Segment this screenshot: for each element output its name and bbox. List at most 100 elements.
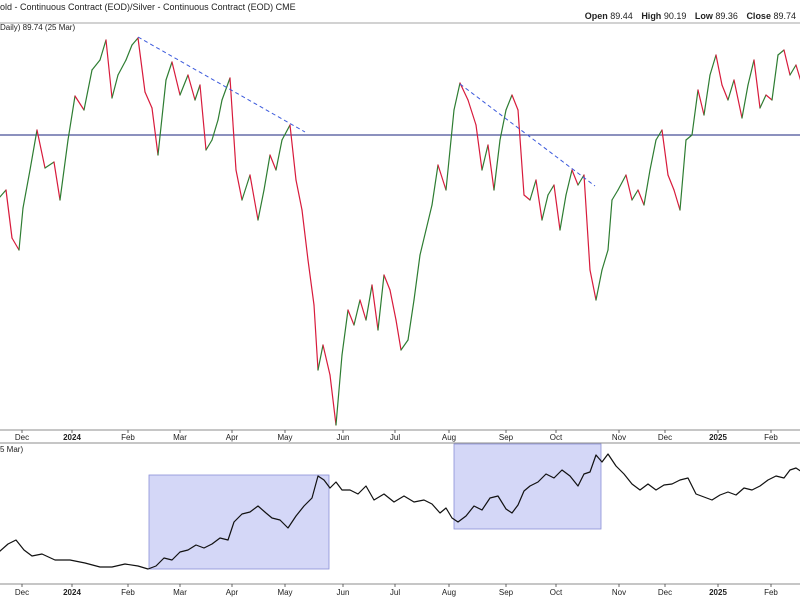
price-segment xyxy=(691,89,699,136)
chart-title: old - Continuous Contract (EOD)/Silver -… xyxy=(0,2,296,12)
price-segment xyxy=(475,124,483,171)
price-segment xyxy=(59,139,69,201)
price-segment xyxy=(747,59,755,86)
ratio-x-tick-label: Jun xyxy=(337,588,350,597)
ratio-x-tick-label: Dec xyxy=(15,588,29,597)
price-segment xyxy=(759,94,767,109)
price-segment xyxy=(631,189,639,201)
price-segment xyxy=(425,204,433,231)
price-segment xyxy=(571,169,579,186)
price-segment xyxy=(583,174,591,271)
price-segment xyxy=(559,194,567,231)
price-segment xyxy=(307,259,315,306)
price-segment xyxy=(395,319,402,351)
price-segment xyxy=(74,95,85,111)
price-segment xyxy=(329,374,337,426)
price-segment xyxy=(741,84,749,119)
low-label: Low xyxy=(694,11,713,21)
price-segment xyxy=(235,169,243,201)
price-x-tick-label: 2024 xyxy=(63,433,81,442)
price-segment xyxy=(137,37,146,93)
price-segment xyxy=(377,274,385,331)
price-segment xyxy=(67,95,76,141)
price-segment xyxy=(359,299,367,321)
open-label: Open xyxy=(584,11,608,21)
price-segment xyxy=(171,61,181,96)
price-x-tick-label: Feb xyxy=(121,433,135,442)
ratio-pane-label: 5 Mar) xyxy=(0,445,24,454)
price-segment xyxy=(275,139,283,171)
price-segment xyxy=(211,119,219,141)
price-segment xyxy=(29,129,38,171)
price-segment xyxy=(400,339,409,351)
price-segment xyxy=(467,99,477,126)
price-segment xyxy=(721,84,729,101)
price-segment xyxy=(144,91,153,109)
price-segment xyxy=(263,154,271,191)
price-segment xyxy=(269,154,277,171)
price-segment xyxy=(445,109,455,191)
price-segment xyxy=(322,344,331,376)
price-segment xyxy=(673,189,681,211)
price-segment xyxy=(407,299,415,341)
price-segment xyxy=(383,274,391,291)
price-segment xyxy=(655,129,663,141)
price-pane xyxy=(0,36,800,426)
price-pane-x-axis: Dec 2024 Feb Mar Apr May Jun Jul Aug Sep Oct Nov Dec… xyxy=(15,430,778,442)
price-x-tick-label: Jun xyxy=(337,433,350,442)
price-segment xyxy=(481,144,489,171)
ratio-x-tick-label: 2024 xyxy=(63,588,81,597)
close-value: 89.74 xyxy=(773,11,796,21)
price-segment xyxy=(727,79,735,101)
price-x-tick-label: Mar xyxy=(173,433,187,442)
price-segment xyxy=(347,309,355,326)
price-segment xyxy=(789,64,797,76)
price-segment xyxy=(783,49,791,76)
price-segment xyxy=(685,134,693,141)
price-segment xyxy=(661,129,669,176)
price-segment xyxy=(229,77,237,171)
price-segment xyxy=(151,107,159,156)
highlight-box xyxy=(148,474,330,570)
price-segment xyxy=(11,237,20,251)
price-segment xyxy=(341,309,349,356)
price-segment xyxy=(371,284,379,331)
price-segment xyxy=(0,189,7,198)
price-segment xyxy=(733,79,743,119)
ratio-x-tick-label: Feb xyxy=(764,588,778,597)
open-value: 89.44 xyxy=(610,11,633,21)
price-segment xyxy=(667,174,675,191)
price-segment xyxy=(105,39,113,99)
price-segment xyxy=(194,84,201,101)
price-segment xyxy=(419,229,427,256)
price-segment xyxy=(187,74,196,101)
price-segment xyxy=(523,194,531,201)
price-segment xyxy=(437,164,447,191)
price-segment xyxy=(777,49,785,56)
price-segment xyxy=(353,299,361,326)
price-segment xyxy=(317,344,324,371)
ratio-x-tick-label: Apr xyxy=(226,588,239,597)
ratio-x-tick-label: Sep xyxy=(499,588,514,597)
price-segment xyxy=(301,209,309,261)
price-segment xyxy=(703,74,711,116)
price-x-tick-label: Dec xyxy=(15,433,29,442)
price-segment xyxy=(649,139,657,171)
price-segment xyxy=(157,79,167,156)
price-segment xyxy=(637,189,645,206)
price-segment xyxy=(611,189,619,201)
price-segment xyxy=(99,39,107,61)
price-segment xyxy=(131,37,139,46)
price-segment xyxy=(547,184,555,196)
chart-title-text: old - Continuous Contract (EOD)/Silver -… xyxy=(0,2,274,12)
price-segment xyxy=(679,139,687,211)
ratio-x-tick-label: Oct xyxy=(550,588,563,597)
price-segment xyxy=(607,199,613,251)
price-segment xyxy=(281,124,291,141)
price-x-tick-label: Aug xyxy=(442,433,456,442)
price-x-tick-label: 2025 xyxy=(709,433,727,442)
price-segment xyxy=(697,89,705,116)
price-segment xyxy=(289,124,297,181)
low-value: 89.36 xyxy=(715,11,738,21)
price-x-tick-label: Nov xyxy=(612,433,626,442)
